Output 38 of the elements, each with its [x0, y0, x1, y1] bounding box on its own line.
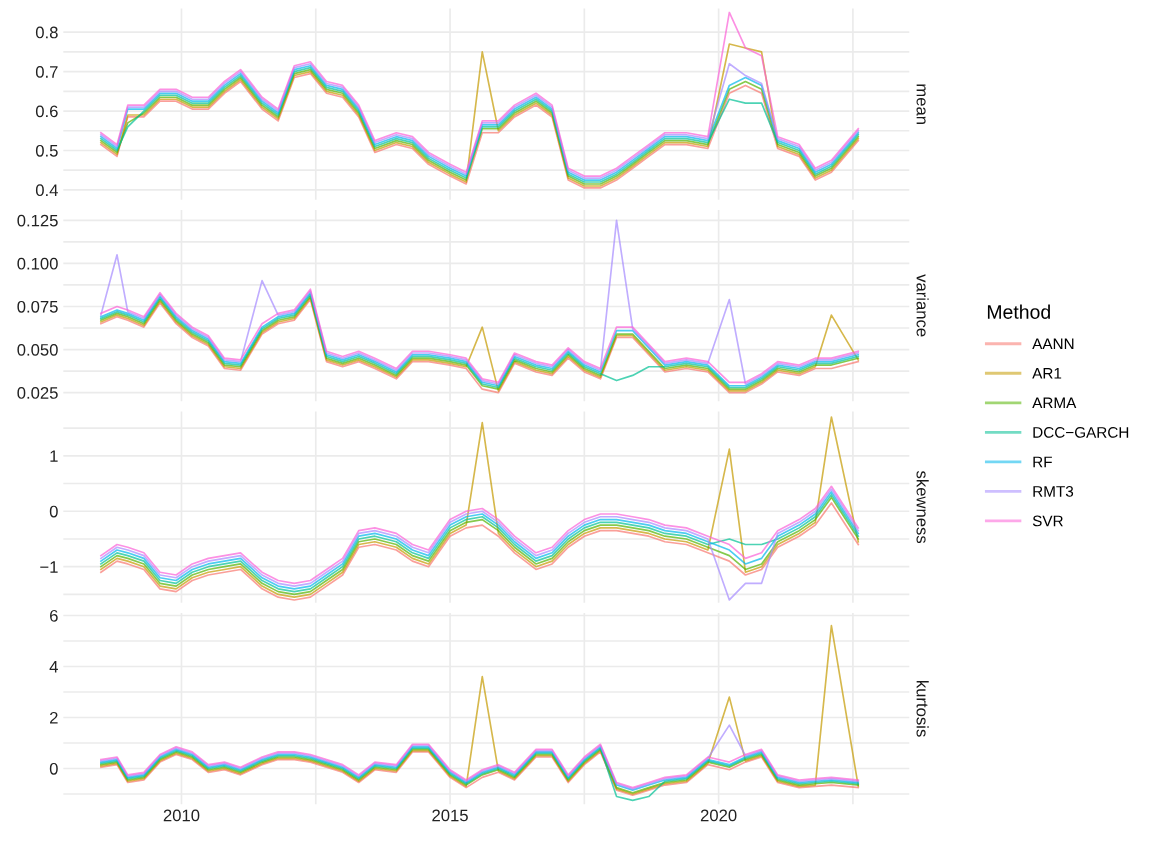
y-tick-label: 0 — [49, 505, 58, 518]
y-axis-title: mean — [916, 84, 926, 124]
y-tick-label: 0.4 — [35, 184, 58, 197]
legend-title: Method — [987, 304, 1050, 319]
y-tick-label: 0.025 — [17, 387, 58, 399]
y-axis-title: kurtosis — [916, 680, 929, 737]
y-tick-label: 0.7 — [35, 66, 58, 78]
y-tick-label: 2 — [50, 711, 58, 724]
y-tick-label: 0.050 — [17, 343, 58, 356]
legend-label: ARMA — [1032, 397, 1077, 409]
y-tick-label: 0.8 — [35, 26, 58, 39]
legend-label: AANN — [1032, 338, 1074, 350]
y-axis-title: skewness — [916, 470, 929, 544]
y-tick-label: 0.075 — [17, 300, 58, 313]
legend-label: RMT3 — [1033, 486, 1074, 497]
legend-label: SVR — [1032, 515, 1063, 527]
legend-label: DCC−GARCH — [1033, 426, 1129, 438]
y-tick-label: 0.100 — [17, 257, 58, 270]
line-series — [100, 11, 860, 177]
x-tick-label: 2020 — [700, 809, 737, 822]
line-series — [100, 624, 860, 795]
y-tick-label: 0.5 — [35, 144, 58, 157]
x-tick-label: 2015 — [432, 809, 468, 822]
y-tick-label: 0.6 — [35, 105, 58, 118]
y-axis-title: variance — [916, 274, 929, 337]
line-series — [100, 724, 860, 790]
y-tick-label: 1 — [50, 450, 58, 462]
line-series — [100, 219, 860, 385]
line-series — [100, 416, 860, 599]
y-tick-label: 4 — [49, 661, 58, 673]
y-tick-label: 6 — [50, 609, 58, 622]
x-tick-label: 2010 — [163, 809, 200, 822]
line-series — [100, 43, 860, 187]
legend-label: RF — [1033, 456, 1052, 468]
y-tick-label: 0 — [49, 762, 58, 775]
legend-label: AR1 — [1032, 368, 1062, 379]
y-tick-label: −1 — [40, 561, 58, 573]
y-tick-label: 0.125 — [17, 214, 58, 227]
